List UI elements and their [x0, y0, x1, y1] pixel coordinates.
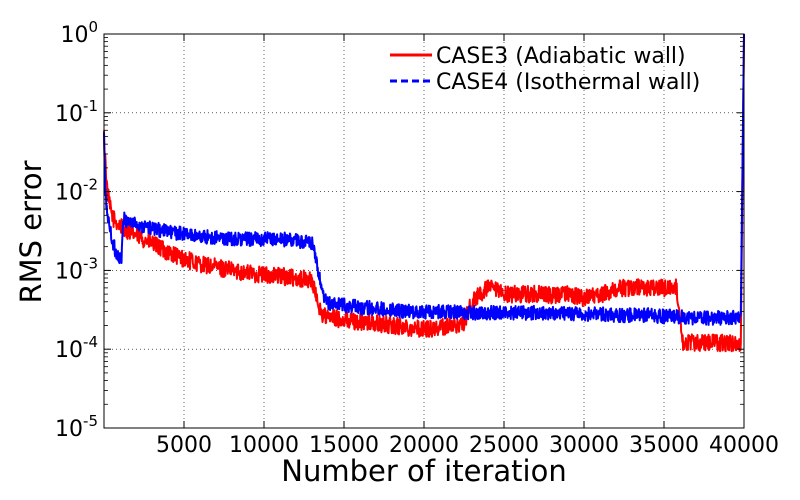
y-tick-base: 10: [60, 23, 88, 48]
legend-label-case4: CASE4 (Isothermal wall): [436, 70, 700, 95]
y-tick-exponent: -5: [83, 412, 98, 430]
y-tick-base: 10: [55, 338, 83, 363]
y-tick-exponent: -1: [83, 97, 98, 115]
y-tick-exponent: -3: [83, 254, 98, 272]
x-tick-label: 40000: [709, 433, 779, 458]
y-tick-label: 10-5: [55, 412, 98, 442]
x-tick-label: 5000: [156, 433, 212, 458]
series-lines: [103, 33, 745, 353]
x-tick-labels: 5000 10000 15000 20000 25000 30000 35000 40000: [156, 433, 779, 458]
y-tick-exponent: -2: [83, 176, 98, 194]
axis-ticks: [104, 33, 745, 429]
y-tick-base: 10: [55, 259, 83, 284]
y-tick-exponent: -4: [83, 333, 98, 351]
y-tick-label: 100: [60, 18, 98, 48]
y-tick-label: 10-1: [55, 97, 98, 127]
legend: CASE3 (Adiabatic wall)CASE4 (Isothermal …: [390, 44, 700, 95]
x-tick-label: 35000: [629, 433, 699, 458]
y-tick-base: 10: [55, 102, 83, 127]
y-tick-label: 10-3: [55, 254, 98, 284]
y-tick-base: 10: [55, 417, 83, 442]
grid-lines: [104, 34, 744, 428]
y-tick-base: 10: [55, 181, 83, 206]
y-tick-label: 10-2: [55, 176, 98, 206]
y-tick-exponent: 0: [88, 18, 98, 36]
series-line-case4: [103, 33, 745, 326]
x-tick-label: 15000: [309, 433, 379, 458]
x-axis-label: Number of iteration: [281, 454, 566, 488]
series-line-case3: [103, 33, 745, 353]
legend-label-case3: CASE3 (Adiabatic wall): [436, 44, 686, 69]
x-tick-label: 10000: [229, 433, 299, 458]
y-axis-label: RMS error: [14, 160, 48, 303]
x-tick-label: 30000: [549, 433, 619, 458]
y-tick-label: 10-4: [55, 333, 98, 363]
x-tick-label: 25000: [469, 433, 539, 458]
x-tick-label: 20000: [389, 433, 459, 458]
